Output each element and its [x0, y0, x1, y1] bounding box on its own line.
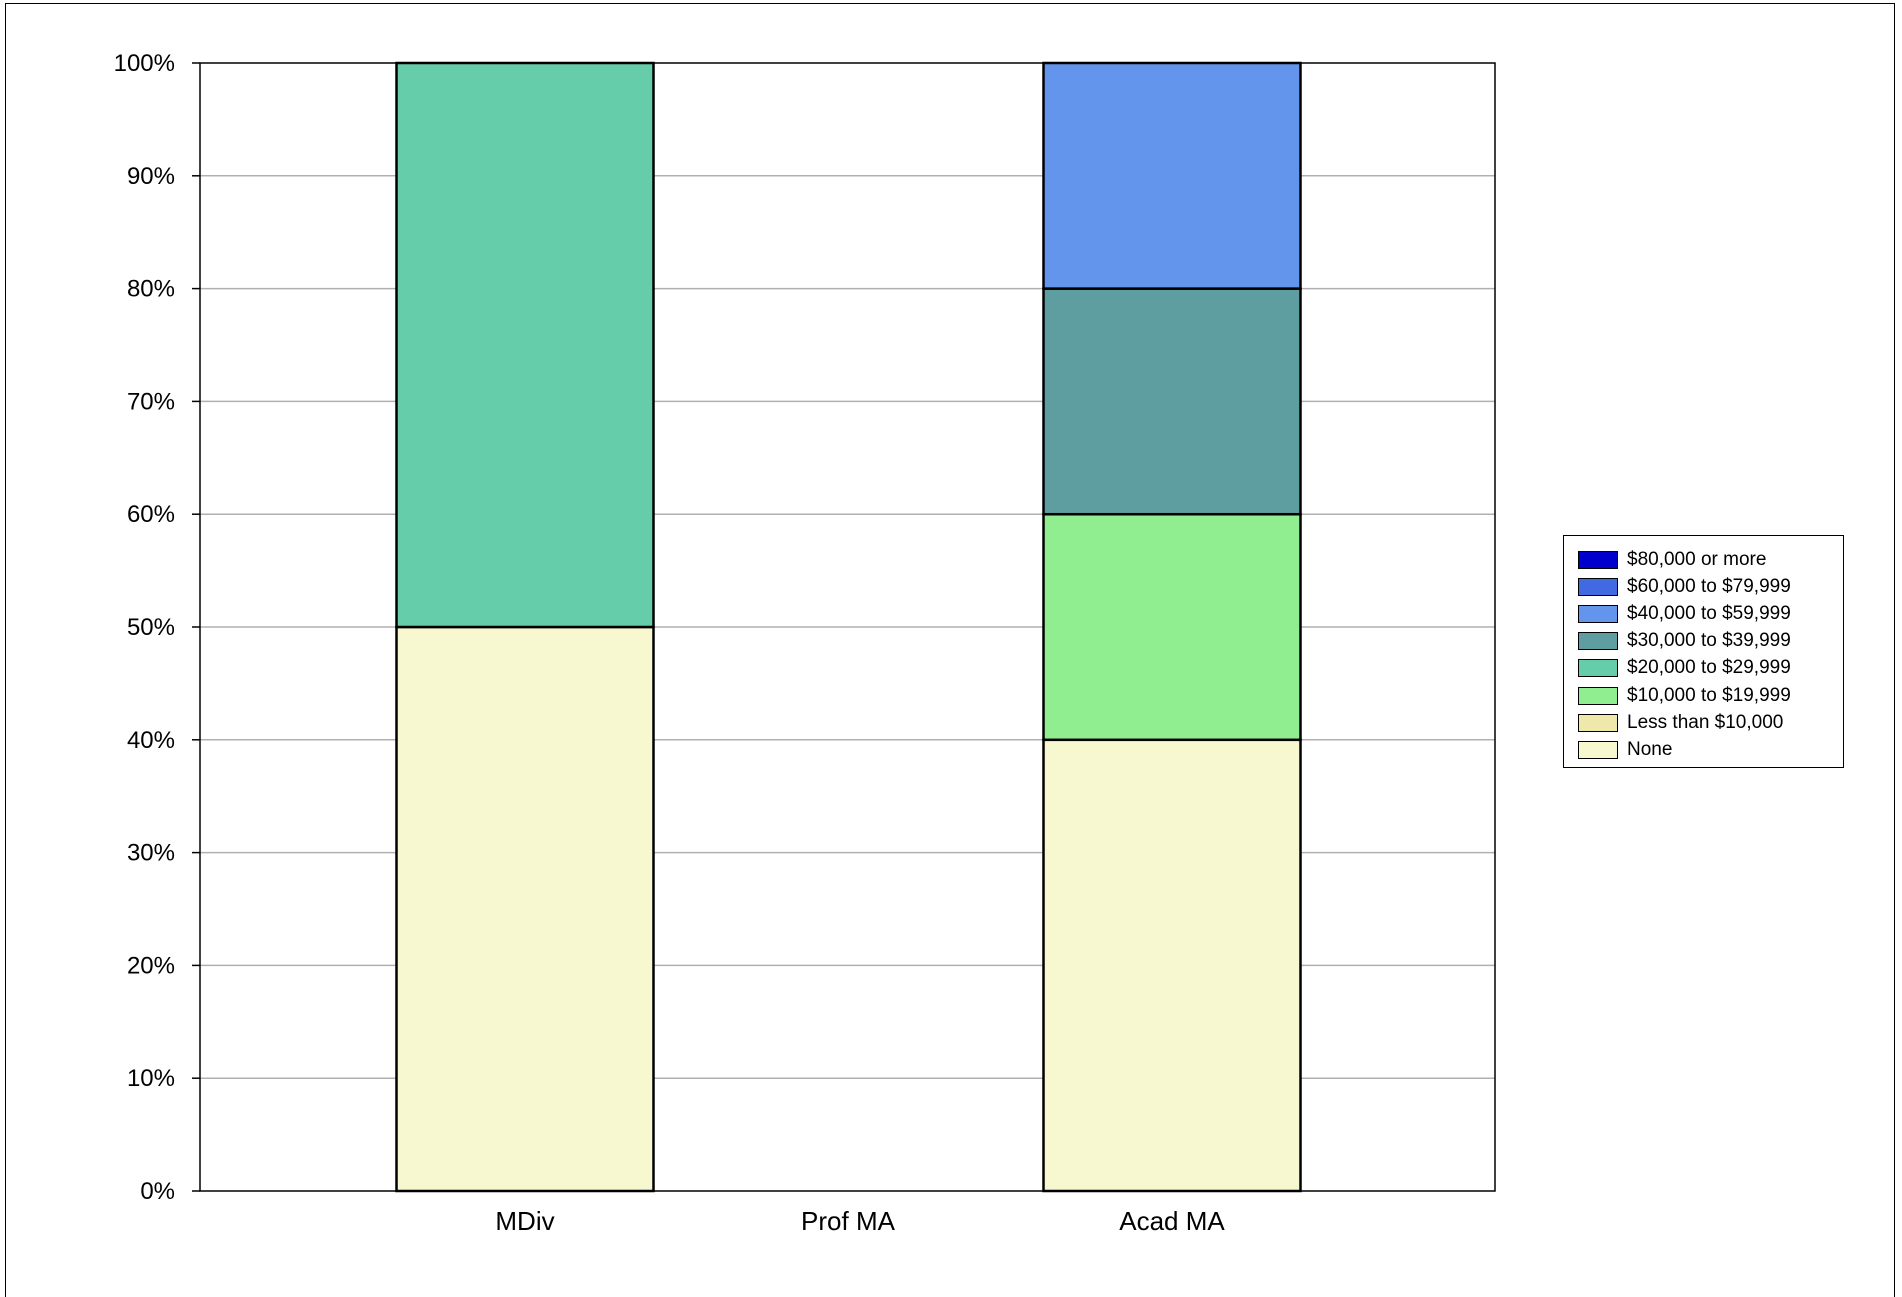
y-tick-label: 0%: [140, 1178, 175, 1205]
legend-label: $10,000 to $19,999: [1627, 684, 1791, 706]
legend-label: Less than $10,000: [1627, 711, 1784, 733]
bar-segment: [1042, 738, 1302, 1193]
legend-swatch: [1578, 713, 1618, 732]
legend-label: $30,000 to $39,999: [1627, 630, 1791, 652]
legend-swatch: [1578, 686, 1618, 705]
chart-legend: $80,000 or more $60,000 to $79,999 $40,000…: [1563, 535, 1844, 768]
y-tick-label: 40%: [127, 727, 175, 754]
bar-segment: [1042, 61, 1302, 290]
plot-area-border: [199, 62, 1496, 1192]
legend-swatch: [1578, 659, 1618, 678]
bar-segment: [395, 625, 655, 1193]
y-tick-label: 10%: [127, 1065, 175, 1092]
x-category-label: Acad MA: [1119, 1206, 1225, 1236]
legend-item: None: [1578, 736, 1843, 763]
legend-swatch: [1578, 740, 1618, 759]
y-tick-label: 60%: [127, 501, 175, 528]
legend-swatch: [1578, 632, 1618, 651]
bar-segment: [1042, 287, 1302, 516]
legend-label: $20,000 to $29,999: [1627, 657, 1791, 679]
y-tick-label: 70%: [127, 388, 175, 415]
legend-label: $40,000 to $59,999: [1627, 602, 1791, 624]
bar-segment: [1042, 512, 1302, 742]
chart-frame: [5, 3, 1895, 1297]
legend-item: $30,000 to $39,999: [1578, 628, 1843, 655]
legend-swatch: [1578, 550, 1618, 569]
legend-item: Less than $10,000: [1578, 709, 1843, 736]
legend-item: $80,000 or more: [1578, 546, 1843, 573]
y-tick-label: 90%: [127, 163, 175, 190]
legend-item: $60,000 to $79,999: [1578, 573, 1843, 600]
legend-swatch: [1578, 577, 1618, 596]
x-category-label: MDiv: [495, 1206, 554, 1236]
legend-swatch: [1578, 604, 1618, 623]
legend-item: $40,000 to $59,999: [1578, 600, 1843, 627]
y-tick-label: 50%: [127, 614, 175, 641]
x-category-label: Prof MA: [801, 1206, 896, 1236]
legend-label: $60,000 to $79,999: [1627, 575, 1791, 597]
legend-item: $10,000 to $19,999: [1578, 682, 1843, 709]
legend-item: $20,000 to $29,999: [1578, 655, 1843, 682]
y-tick-label: 80%: [127, 276, 175, 303]
y-tick-label: 20%: [127, 952, 175, 979]
bar-segment: [395, 61, 655, 629]
y-tick-label: 100%: [114, 50, 175, 77]
legend-label: None: [1627, 738, 1673, 760]
legend-label: $80,000 or more: [1627, 548, 1767, 570]
y-tick-label: 30%: [127, 840, 175, 867]
